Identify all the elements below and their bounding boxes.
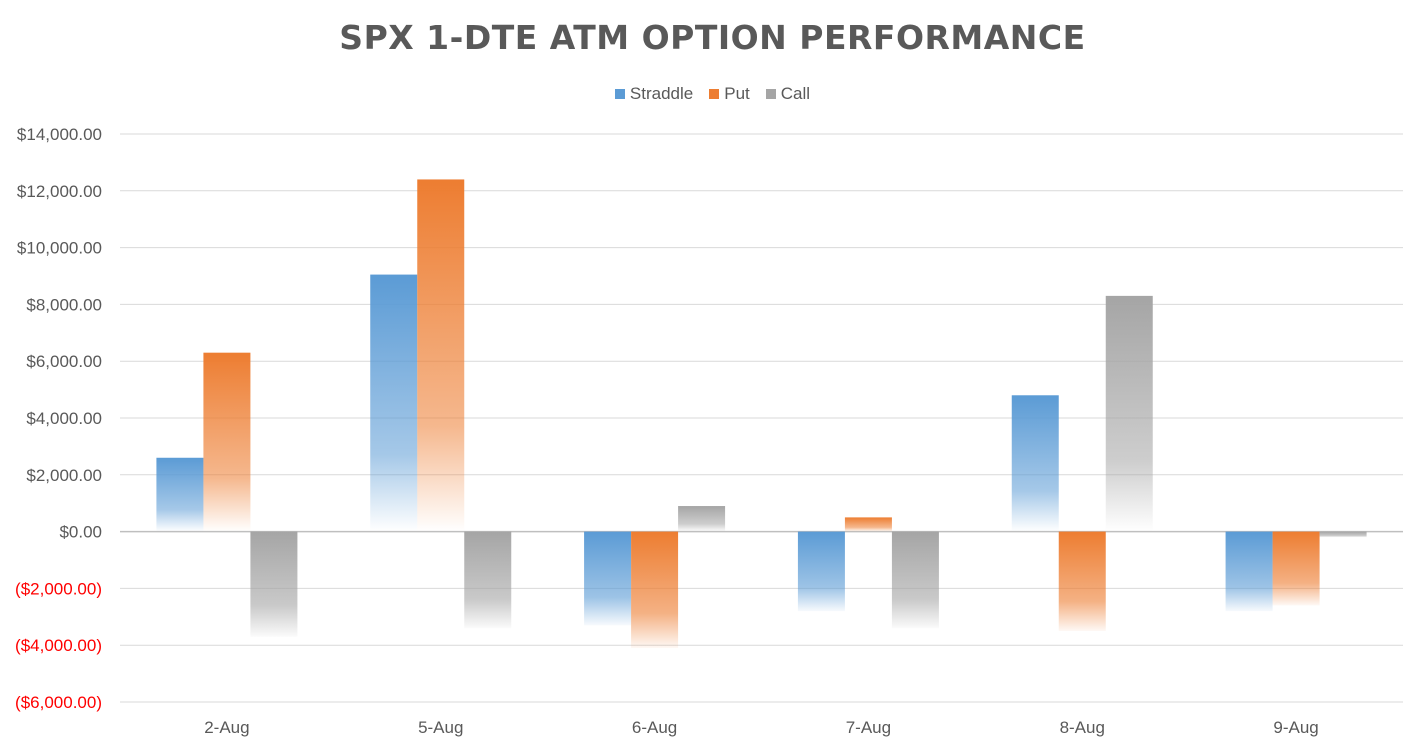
y-tick-label: ($6,000.00) bbox=[15, 693, 102, 712]
bar-call-2-aug bbox=[250, 531, 298, 637]
bar-straddle-8-aug bbox=[1011, 395, 1059, 532]
bar-straddle-6-aug bbox=[584, 531, 632, 626]
legend-item-call: Call bbox=[765, 84, 811, 104]
x-tick-label: 2-Aug bbox=[204, 718, 249, 737]
bar-put-6-aug bbox=[631, 531, 679, 649]
y-tick-label: ($2,000.00) bbox=[15, 579, 102, 598]
legend-label-straddle: Straddle bbox=[629, 84, 694, 103]
bar-call-7-aug bbox=[891, 531, 939, 629]
legend-swatch-put bbox=[709, 89, 720, 99]
y-tick-label: $8,000.00 bbox=[26, 295, 102, 314]
y-tick-label: $0.00 bbox=[59, 523, 102, 542]
bar-put-7-aug bbox=[844, 517, 892, 532]
legend-label-call: Call bbox=[780, 84, 811, 103]
y-tick-label: $2,000.00 bbox=[26, 466, 102, 485]
x-tick-label: 8-Aug bbox=[1060, 718, 1105, 737]
y-tick-label: $10,000.00 bbox=[17, 239, 102, 258]
y-tick-label: $14,000.00 bbox=[17, 125, 102, 144]
bar-put-8-aug bbox=[1058, 531, 1106, 631]
x-tick-label: 6-Aug bbox=[632, 718, 677, 737]
chart-legend: Straddle Put Call bbox=[0, 84, 1425, 104]
bar-put-5-aug bbox=[417, 179, 465, 532]
legend-item-put: Put bbox=[709, 84, 750, 104]
legend-swatch-straddle bbox=[614, 89, 625, 99]
bar-straddle-9-aug bbox=[1225, 531, 1273, 612]
legend-label-put: Put bbox=[724, 84, 750, 103]
bar-straddle-7-aug bbox=[797, 531, 845, 612]
bar-straddle-5-aug bbox=[370, 274, 418, 532]
y-tick-label: $4,000.00 bbox=[26, 409, 102, 428]
bar-call-6-aug bbox=[678, 506, 726, 532]
chart-title: SPX 1-DTE ATM OPTION PERFORMANCE bbox=[339, 18, 1086, 57]
legend-swatch-call bbox=[765, 89, 776, 99]
x-tick-label: 7-Aug bbox=[846, 718, 891, 737]
bar-straddle-2-aug bbox=[156, 457, 204, 532]
bar-put-2-aug bbox=[203, 352, 251, 532]
legend-item-straddle: Straddle bbox=[614, 84, 694, 104]
bar-call-5-aug bbox=[464, 531, 512, 629]
x-tick-label: 5-Aug bbox=[418, 718, 463, 737]
bar-call-8-aug bbox=[1105, 295, 1153, 532]
y-tick-label: ($4,000.00) bbox=[15, 636, 102, 655]
bar-put-9-aug bbox=[1272, 531, 1320, 606]
y-tick-label: $6,000.00 bbox=[26, 352, 102, 371]
y-tick-label: $12,000.00 bbox=[17, 182, 102, 201]
bar-call-9-aug bbox=[1319, 531, 1367, 538]
x-tick-label: 9-Aug bbox=[1273, 718, 1318, 737]
